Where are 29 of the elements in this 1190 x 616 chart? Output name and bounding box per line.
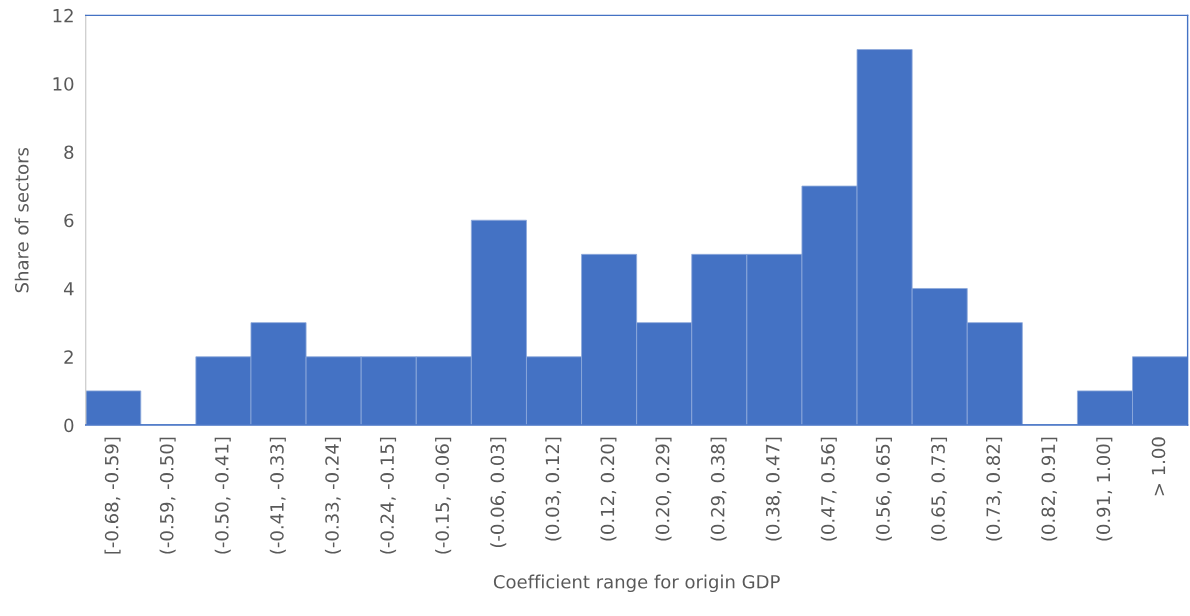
y-tick-label: 6 — [64, 213, 74, 228]
x-tick-label: (-0.24, -0.15] — [379, 437, 397, 554]
x-tick-label: (0.82, 0.91] — [1041, 437, 1058, 541]
x-tick-label: (0.12, 0.20] — [600, 437, 617, 541]
x-tick-label: [-0.68, -0.59] — [104, 437, 121, 554]
x-axis-title: Coefficient range for origin GDP — [493, 574, 780, 593]
x-tick-label: (-0.50, -0.41] — [214, 437, 231, 554]
y-axis-title: Share of sectors — [14, 147, 29, 293]
y-tick-label: 8 — [64, 145, 74, 160]
y-tick-label: 10 — [53, 77, 74, 91]
x-tick-label: (0.03, 0.12] — [545, 437, 562, 541]
y-tick-label: 0 — [64, 418, 74, 433]
y-tick-label: 4 — [63, 282, 74, 296]
x-tick-label: (-0.33, -0.24] — [324, 437, 341, 554]
x-tick-label: (0.91, 1.00] — [1096, 437, 1113, 541]
x-tick-label: (-0.59, -0.50] — [159, 437, 176, 554]
x-tick-label: (0.29, 0.38] — [710, 437, 727, 541]
x-tick-label: (0.20, 0.29] — [655, 437, 672, 541]
x-tick-label: (0.65, 0.73] — [930, 437, 948, 541]
x-tick-label: (0.47, 0.56] — [820, 437, 837, 541]
x-tick-label: (-0.06, 0.03] — [490, 437, 507, 548]
x-tick-label: (0.56, 0.65] — [875, 437, 892, 541]
x-tick-label: > 1.00 — [1151, 437, 1166, 496]
x-tick-label: (0.38, 0.47] — [765, 437, 782, 541]
x-tick-label: (-0.15, -0.06] — [435, 437, 452, 554]
y-tick-label: 2 — [64, 350, 73, 364]
x-tick-label: (-0.41, -0.33] — [269, 437, 286, 554]
x-tick-label: (0.73, 0.82] — [986, 437, 1003, 541]
y-tick-label: 12 — [53, 8, 73, 23]
